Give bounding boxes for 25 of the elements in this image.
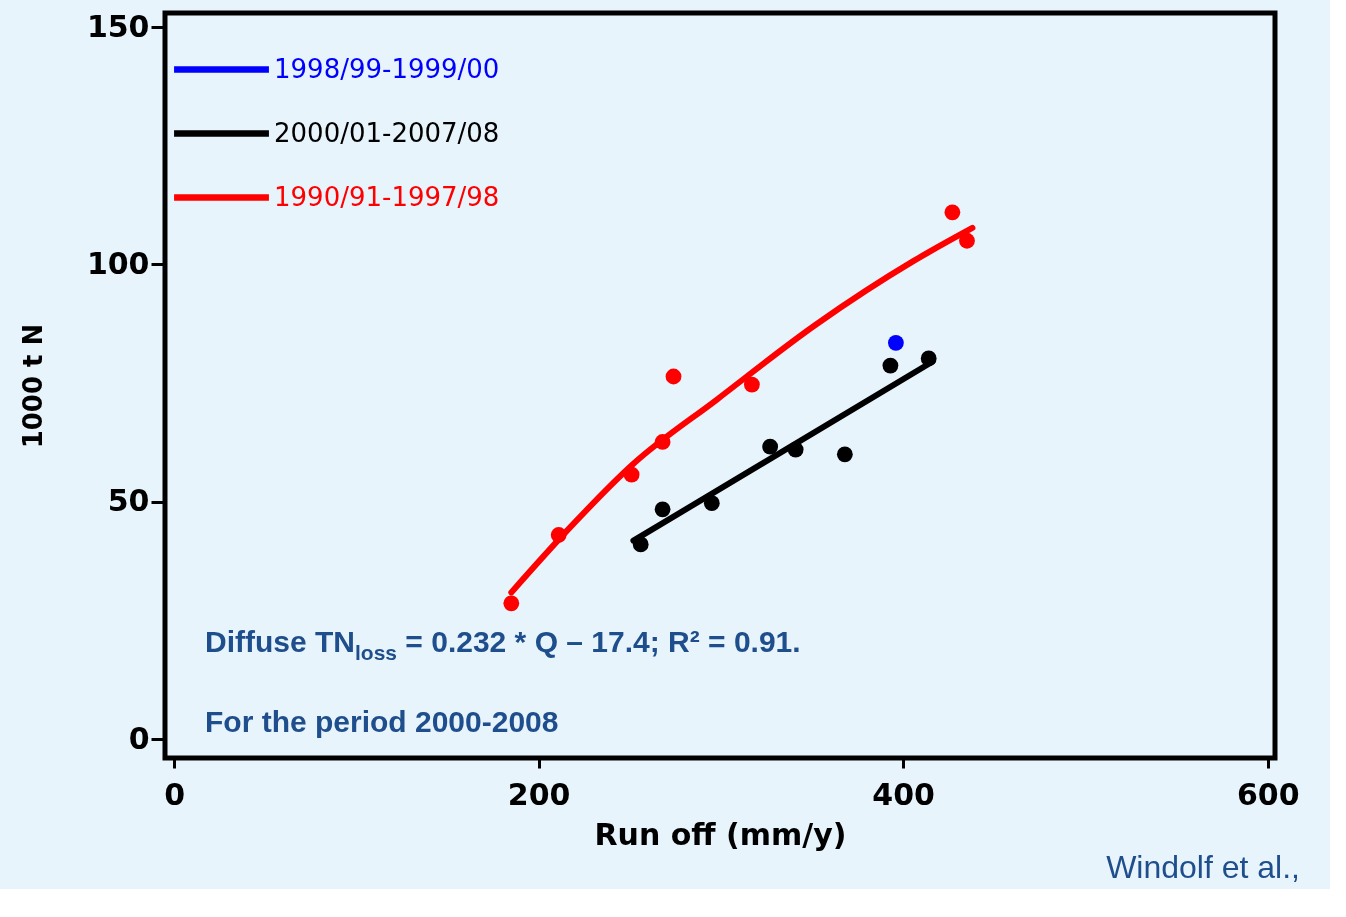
y-tick-label: 100 bbox=[86, 246, 150, 281]
point bbox=[665, 368, 682, 385]
point bbox=[887, 334, 904, 351]
x-tick-label: 600 bbox=[1236, 776, 1300, 812]
annotation: For the period 2000-2008 bbox=[205, 705, 559, 738]
x-tick-label: 0 bbox=[164, 776, 186, 812]
y-tick-label: 150 bbox=[86, 8, 150, 44]
legend-label: 2000/01-2007/08 bbox=[274, 117, 500, 148]
legend-label: 1990/91-1997/98 bbox=[274, 181, 500, 212]
y-tick-label: 0 bbox=[128, 720, 150, 756]
point bbox=[959, 232, 975, 249]
point bbox=[743, 376, 760, 393]
point bbox=[503, 595, 520, 612]
point bbox=[836, 446, 853, 463]
x-tick-label: 200 bbox=[507, 776, 571, 812]
point bbox=[882, 357, 899, 374]
point bbox=[654, 501, 671, 518]
point bbox=[762, 438, 779, 455]
y-axis-title: 1000 t N bbox=[17, 323, 48, 449]
point bbox=[944, 204, 961, 221]
x-axis-title: Run off (mm/y) bbox=[594, 816, 847, 852]
text: Windolf et al., bbox=[1106, 849, 1300, 885]
x-tick-label: 400 bbox=[872, 776, 935, 812]
y-tick-label: 50 bbox=[107, 483, 150, 519]
legend-label: 1998/99-1999/00 bbox=[274, 53, 500, 84]
